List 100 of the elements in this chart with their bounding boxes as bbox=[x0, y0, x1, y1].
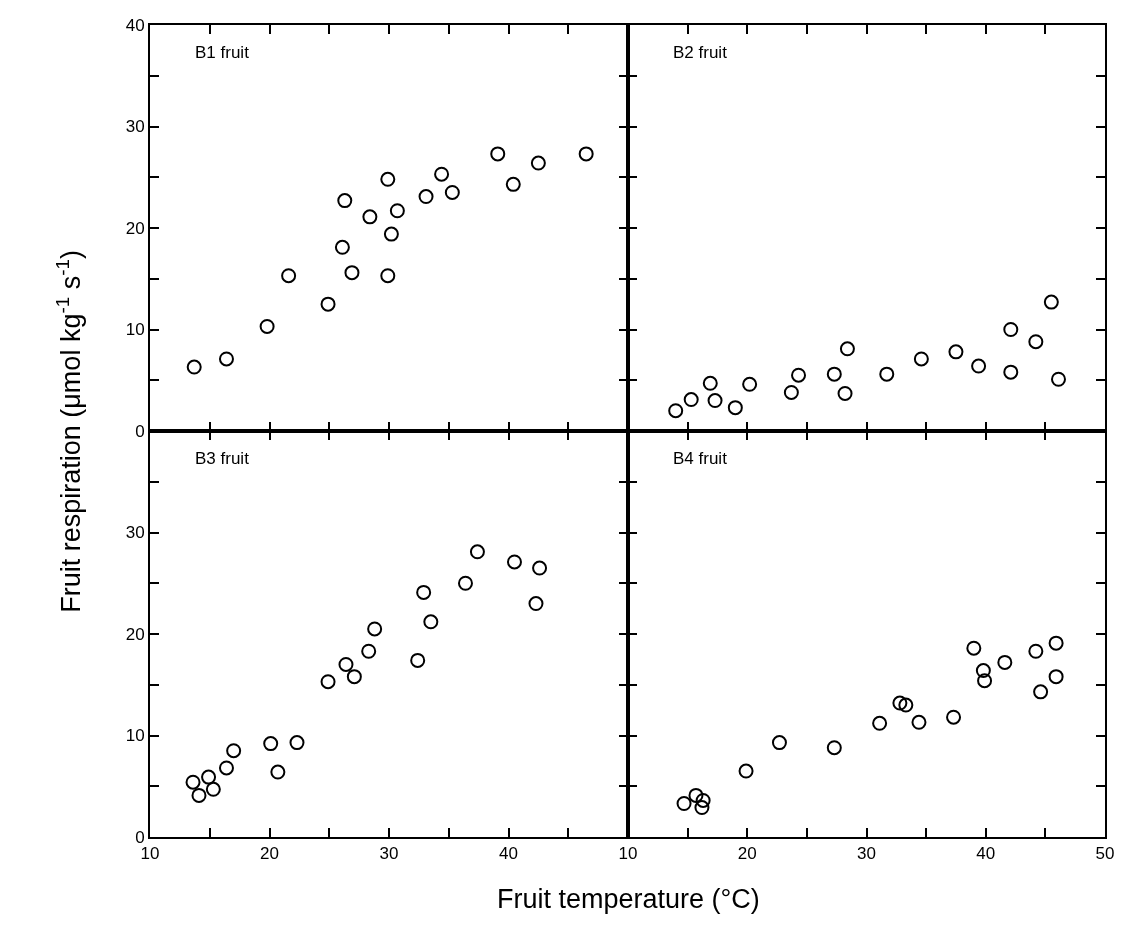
point bbox=[668, 403, 684, 419]
x-tick-label: 30 bbox=[857, 844, 876, 864]
point bbox=[898, 697, 914, 713]
y-tick-label: 10 bbox=[125, 320, 145, 340]
point bbox=[1051, 371, 1066, 387]
point bbox=[837, 385, 853, 401]
text: B4 fruit bbox=[673, 449, 728, 468]
point bbox=[334, 239, 350, 255]
point bbox=[695, 792, 711, 808]
x-tick-label: 20 bbox=[737, 844, 757, 864]
point bbox=[457, 575, 473, 591]
point bbox=[383, 226, 399, 242]
point bbox=[578, 146, 594, 162]
point bbox=[872, 715, 888, 731]
point bbox=[205, 781, 221, 797]
point bbox=[707, 393, 723, 409]
y-tick-label: 20 bbox=[125, 218, 145, 238]
point bbox=[948, 344, 964, 360]
point bbox=[469, 544, 485, 560]
point bbox=[688, 787, 704, 803]
point bbox=[694, 800, 710, 816]
point bbox=[191, 787, 207, 803]
point bbox=[263, 736, 279, 752]
point bbox=[1048, 635, 1064, 651]
point bbox=[742, 376, 758, 392]
point bbox=[977, 673, 993, 689]
point bbox=[186, 359, 202, 375]
point bbox=[226, 743, 242, 759]
point bbox=[344, 265, 360, 281]
point bbox=[702, 375, 718, 391]
point bbox=[389, 203, 405, 219]
point bbox=[185, 774, 201, 790]
x-tick-label: 30 bbox=[379, 844, 399, 864]
point bbox=[423, 614, 439, 630]
point bbox=[346, 669, 362, 685]
point bbox=[946, 709, 962, 725]
point bbox=[418, 189, 434, 205]
point bbox=[913, 351, 929, 367]
point bbox=[771, 735, 787, 751]
point bbox=[490, 146, 506, 162]
point bbox=[505, 176, 521, 192]
y-tick-label: 20 bbox=[125, 624, 145, 644]
y-tick-label: 30 bbox=[125, 523, 145, 543]
point bbox=[380, 268, 396, 284]
point bbox=[1048, 669, 1064, 685]
point bbox=[218, 351, 234, 367]
point bbox=[975, 663, 991, 679]
text: B2 fruit bbox=[673, 43, 728, 62]
x-tick-label: 40 bbox=[499, 844, 518, 864]
point bbox=[1028, 334, 1044, 350]
y-tick-label: 0 bbox=[135, 421, 145, 441]
point bbox=[532, 560, 548, 576]
y-tick-label: 0 bbox=[135, 827, 145, 847]
point bbox=[1003, 322, 1019, 337]
point bbox=[361, 643, 377, 659]
point bbox=[338, 656, 354, 672]
point bbox=[879, 366, 895, 382]
point bbox=[337, 193, 353, 209]
point bbox=[826, 740, 842, 756]
point bbox=[1003, 364, 1019, 380]
point bbox=[434, 166, 450, 182]
point bbox=[528, 596, 544, 612]
point bbox=[367, 621, 383, 637]
point bbox=[791, 367, 807, 383]
point bbox=[839, 341, 855, 357]
x-axis-title: Fruit temperature (°C) bbox=[497, 884, 760, 914]
point bbox=[270, 764, 286, 780]
point bbox=[1043, 294, 1059, 310]
point bbox=[410, 652, 426, 668]
x-tick-label: 40 bbox=[976, 844, 996, 864]
point bbox=[738, 763, 754, 779]
point bbox=[683, 392, 699, 408]
point bbox=[971, 358, 987, 374]
y-tick-label: 30 bbox=[125, 117, 145, 137]
x-tick-label: 10 bbox=[618, 844, 638, 864]
point bbox=[1028, 643, 1044, 659]
point bbox=[218, 760, 234, 776]
point bbox=[201, 769, 217, 785]
x-tick-label: 50 bbox=[1095, 844, 1115, 864]
point bbox=[444, 184, 460, 200]
point bbox=[966, 640, 982, 656]
y-tick-label: 10 bbox=[125, 726, 145, 746]
point bbox=[259, 318, 275, 334]
point bbox=[281, 268, 297, 284]
point bbox=[320, 674, 336, 690]
text: B3 fruit bbox=[195, 449, 250, 468]
point bbox=[997, 654, 1013, 670]
point bbox=[892, 695, 908, 711]
point bbox=[362, 209, 378, 225]
point bbox=[1033, 684, 1049, 700]
point bbox=[380, 171, 396, 187]
point bbox=[911, 714, 927, 730]
y-tick-label: 40 bbox=[125, 15, 145, 35]
point bbox=[289, 735, 305, 751]
point bbox=[506, 554, 522, 570]
point bbox=[320, 296, 336, 312]
x-tick-label: 20 bbox=[260, 844, 279, 864]
point bbox=[783, 384, 799, 400]
text: B1 fruit bbox=[195, 43, 250, 62]
point bbox=[676, 796, 692, 811]
